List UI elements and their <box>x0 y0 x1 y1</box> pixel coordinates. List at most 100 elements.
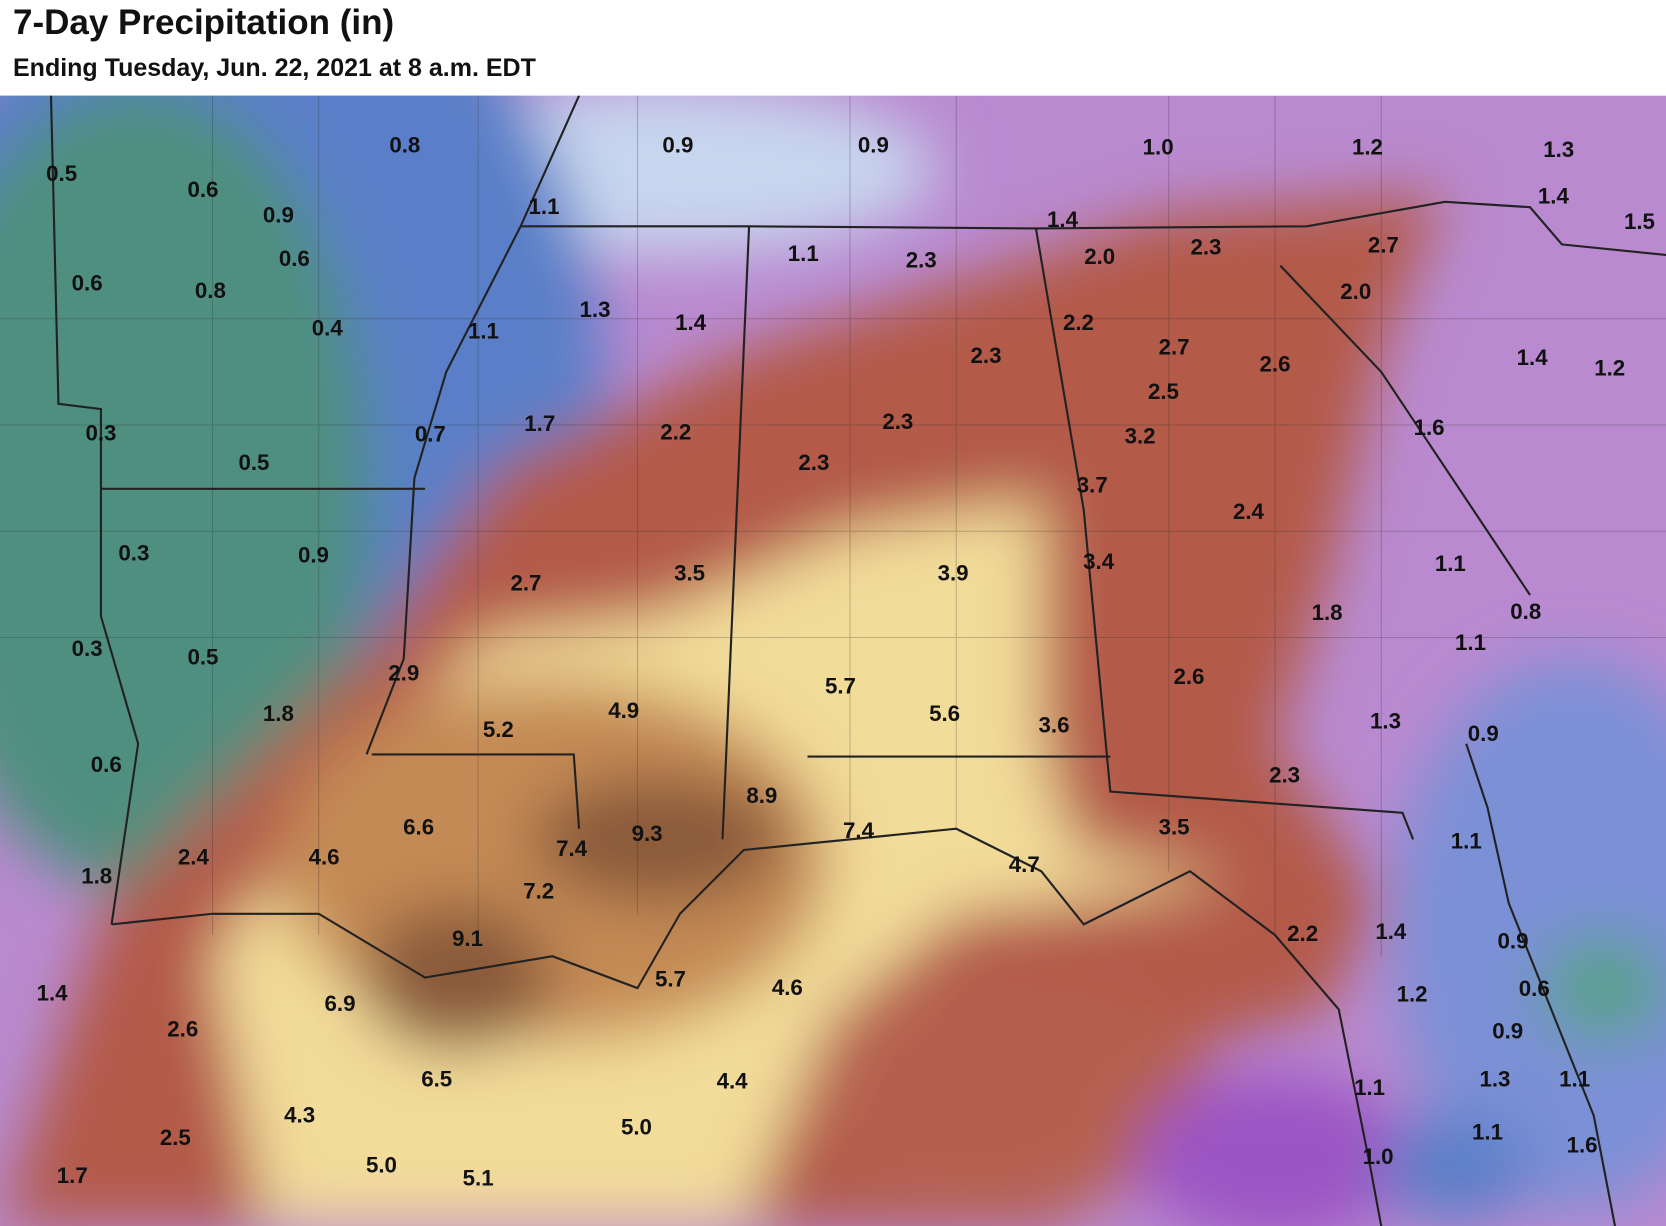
amount-label: 4.6 <box>309 844 340 869</box>
amount-label: 2.7 <box>1368 232 1399 257</box>
amount-label: 1.1 <box>1472 1120 1503 1145</box>
amount-label: 0.3 <box>118 541 149 566</box>
amount-label: 1.1 <box>1559 1066 1590 1091</box>
amount-label: 0.9 <box>1492 1019 1523 1044</box>
amount-label: 0.9 <box>1498 928 1529 953</box>
amount-label: 3.5 <box>674 561 705 586</box>
amount-label: 2.5 <box>160 1125 191 1150</box>
amount-label: 0.7 <box>415 422 446 447</box>
amount-label: 2.3 <box>1190 235 1221 260</box>
amount-label: 2.3 <box>1269 763 1300 788</box>
amount-label: 6.9 <box>325 991 356 1016</box>
amount-label: 2.7 <box>1159 334 1190 359</box>
amount-label: 3.4 <box>1083 549 1115 574</box>
amount-label: 0.6 <box>91 752 122 777</box>
amount-label: 2.9 <box>388 661 419 686</box>
amount-label: 0.3 <box>72 636 103 661</box>
amount-label: 9.1 <box>452 926 483 951</box>
amount-label: 1.0 <box>1143 135 1174 160</box>
amount-label: 7.2 <box>523 878 554 903</box>
amount-label: 2.2 <box>1063 310 1094 335</box>
amount-label: 1.8 <box>263 701 294 726</box>
amount-label: 1.4 <box>37 980 69 1005</box>
amount-label: 1.7 <box>524 411 555 436</box>
amount-label: 2.6 <box>1260 351 1291 376</box>
amount-label: 1.1 <box>1451 828 1482 853</box>
amount-label: 2.6 <box>1173 664 1204 689</box>
amount-label: 2.4 <box>178 844 210 869</box>
amount-label: 4.9 <box>608 698 639 723</box>
amount-label: 1.2 <box>1397 981 1428 1006</box>
amount-label: 2.6 <box>167 1017 198 1042</box>
amount-label: 2.3 <box>971 343 1002 368</box>
amount-label: 1.6 <box>1414 415 1445 440</box>
amount-label: 6.5 <box>421 1066 452 1091</box>
amount-label: 0.8 <box>1510 599 1541 624</box>
amount-label: 3.7 <box>1077 473 1108 498</box>
amount-label: 1.2 <box>1352 135 1383 160</box>
amount-label: 1.4 <box>675 310 707 335</box>
amount-label: 1.0 <box>1363 1144 1394 1169</box>
amount-label: 1.3 <box>1543 137 1574 162</box>
amount-label: 0.9 <box>858 133 889 158</box>
amount-label: 5.2 <box>483 717 514 742</box>
amount-label: 5.7 <box>655 967 686 992</box>
amount-label: 1.1 <box>1354 1075 1385 1100</box>
amount-label: 0.6 <box>279 246 310 271</box>
amount-label: 2.3 <box>906 247 937 272</box>
amount-label: 3.6 <box>1039 713 1070 738</box>
amount-label: 2.0 <box>1340 279 1371 304</box>
amount-label: 1.4 <box>1517 345 1549 370</box>
amount-label: 2.7 <box>510 570 541 595</box>
amount-label: 2.3 <box>798 450 829 475</box>
amount-label: 1.8 <box>1312 600 1343 625</box>
amount-label: 1.4 <box>1047 207 1079 232</box>
amount-label: 1.4 <box>1375 919 1407 944</box>
amount-label: 2.3 <box>882 409 913 434</box>
amount-label: 0.9 <box>298 543 329 568</box>
amount-label: 1.2 <box>1594 356 1625 381</box>
amount-label: 7.4 <box>556 836 588 861</box>
amount-label: 2.4 <box>1233 499 1265 524</box>
amount-label: 1.3 <box>1370 708 1401 733</box>
amount-label: 1.6 <box>1567 1132 1598 1157</box>
amount-label: 0.5 <box>187 645 218 670</box>
amount-label: 3.9 <box>938 561 969 586</box>
amount-label: 1.4 <box>1538 184 1570 209</box>
amount-label: 0.6 <box>187 177 218 202</box>
amount-label: 1.1 <box>529 194 560 219</box>
amount-label: 0.6 <box>72 271 103 296</box>
amount-label: 6.6 <box>403 815 434 840</box>
amount-label: 5.6 <box>929 701 960 726</box>
amount-label: 5.1 <box>463 1165 494 1190</box>
amount-label: 2.2 <box>1287 921 1318 946</box>
amount-label: 5.0 <box>621 1114 652 1139</box>
amount-label: 4.7 <box>1009 852 1040 877</box>
amount-label: 0.3 <box>85 420 116 445</box>
amount-label: 3.2 <box>1125 424 1156 449</box>
amount-label: 0.4 <box>312 315 344 340</box>
amount-label: 5.0 <box>366 1153 397 1178</box>
amount-label: 1.1 <box>788 241 819 266</box>
state-borders <box>0 95 1666 1226</box>
amount-label: 0.8 <box>389 133 420 158</box>
amount-label: 1.3 <box>580 297 611 322</box>
amount-label: 1.3 <box>1479 1066 1510 1091</box>
amount-labels: 0.8 0.9 0.9 1.0 1.2 1.30.50.61.1 1.41.50.9 1.42… <box>37 133 1655 1191</box>
amount-label: 9.3 <box>632 821 663 846</box>
amount-label: 7.4 <box>843 818 875 843</box>
amount-label: 0.9 <box>263 203 294 228</box>
amount-label: 0.9 <box>662 133 693 158</box>
amount-label: 1.1 <box>1455 630 1486 655</box>
amount-label: 1.1 <box>1435 551 1466 576</box>
amount-label: 2.0 <box>1084 244 1115 269</box>
amount-label: 2.5 <box>1148 379 1179 404</box>
title: 7-Day Precipitation (in) <box>13 3 394 42</box>
amount-label: 5.7 <box>825 673 856 698</box>
amount-label: 0.8 <box>195 278 226 303</box>
amount-label: 0.6 <box>1519 976 1550 1001</box>
amount-label: 0.9 <box>1468 721 1499 746</box>
